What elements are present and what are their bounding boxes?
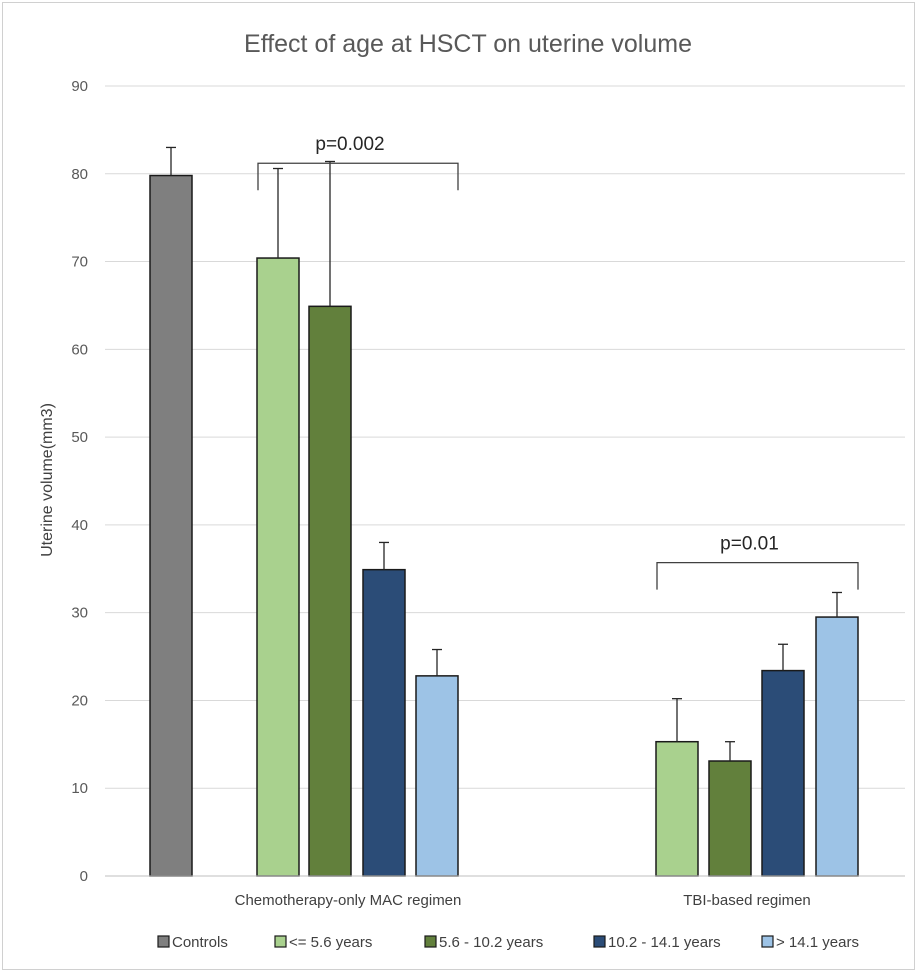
legend-label: > 14.1 years <box>776 934 859 951</box>
bars <box>149 174 859 877</box>
legend: Controls <= 5.6 years 5.6 - 10.2 years 10.2… <box>157 934 859 951</box>
bar <box>415 675 459 877</box>
significance-brackets: p=0.002 p=0.01 <box>257 134 859 590</box>
legend-label: <= 5.6 years <box>289 934 372 951</box>
bar <box>362 568 406 877</box>
bar <box>308 305 352 877</box>
legend-swatch <box>424 935 437 948</box>
legend-swatch <box>593 935 606 948</box>
y-axis-label: Uterine volume(mm3) <box>39 403 56 557</box>
x-category-label: TBI-based regimen <box>683 892 811 909</box>
y-tick-label: 80 <box>71 166 88 183</box>
y-tick-label: 60 <box>71 341 88 358</box>
bar <box>256 257 300 877</box>
x-axis: Chemotherapy-only MAC regimen TBI-based r… <box>105 875 905 909</box>
y-tick-label: 0 <box>80 868 88 885</box>
p-value-label: p=0.002 <box>315 134 384 155</box>
error-bars <box>166 146 842 762</box>
legend-label: 5.6 - 10.2 years <box>439 934 543 951</box>
y-axis-ticks: 0 10 20 30 40 50 60 70 80 90 <box>71 78 88 885</box>
bar <box>815 616 859 877</box>
y-tick-label: 10 <box>71 780 88 797</box>
legend-label: 10.2 - 14.1 years <box>608 934 721 951</box>
significance-bracket <box>656 561 859 590</box>
legend-swatch <box>274 935 287 948</box>
y-tick-label: 20 <box>71 692 88 709</box>
y-tick-label: 90 <box>71 78 88 95</box>
chart-title: Effect of age at HSCT on uterine volume <box>244 30 692 58</box>
legend-swatch <box>761 935 774 948</box>
y-tick-label: 40 <box>71 517 88 534</box>
legend-swatch <box>157 935 170 948</box>
p-value-label: p=0.01 <box>720 534 779 555</box>
bar <box>708 760 752 877</box>
bar <box>655 740 699 877</box>
significance-bracket <box>257 162 459 191</box>
bar <box>761 669 805 877</box>
y-tick-label: 30 <box>71 605 88 622</box>
y-tick-label: 70 <box>71 254 88 271</box>
x-category-label: Chemotherapy-only MAC regimen <box>235 892 462 909</box>
legend-label: Controls <box>172 934 228 951</box>
y-tick-label: 50 <box>71 429 88 446</box>
bar <box>149 174 193 877</box>
